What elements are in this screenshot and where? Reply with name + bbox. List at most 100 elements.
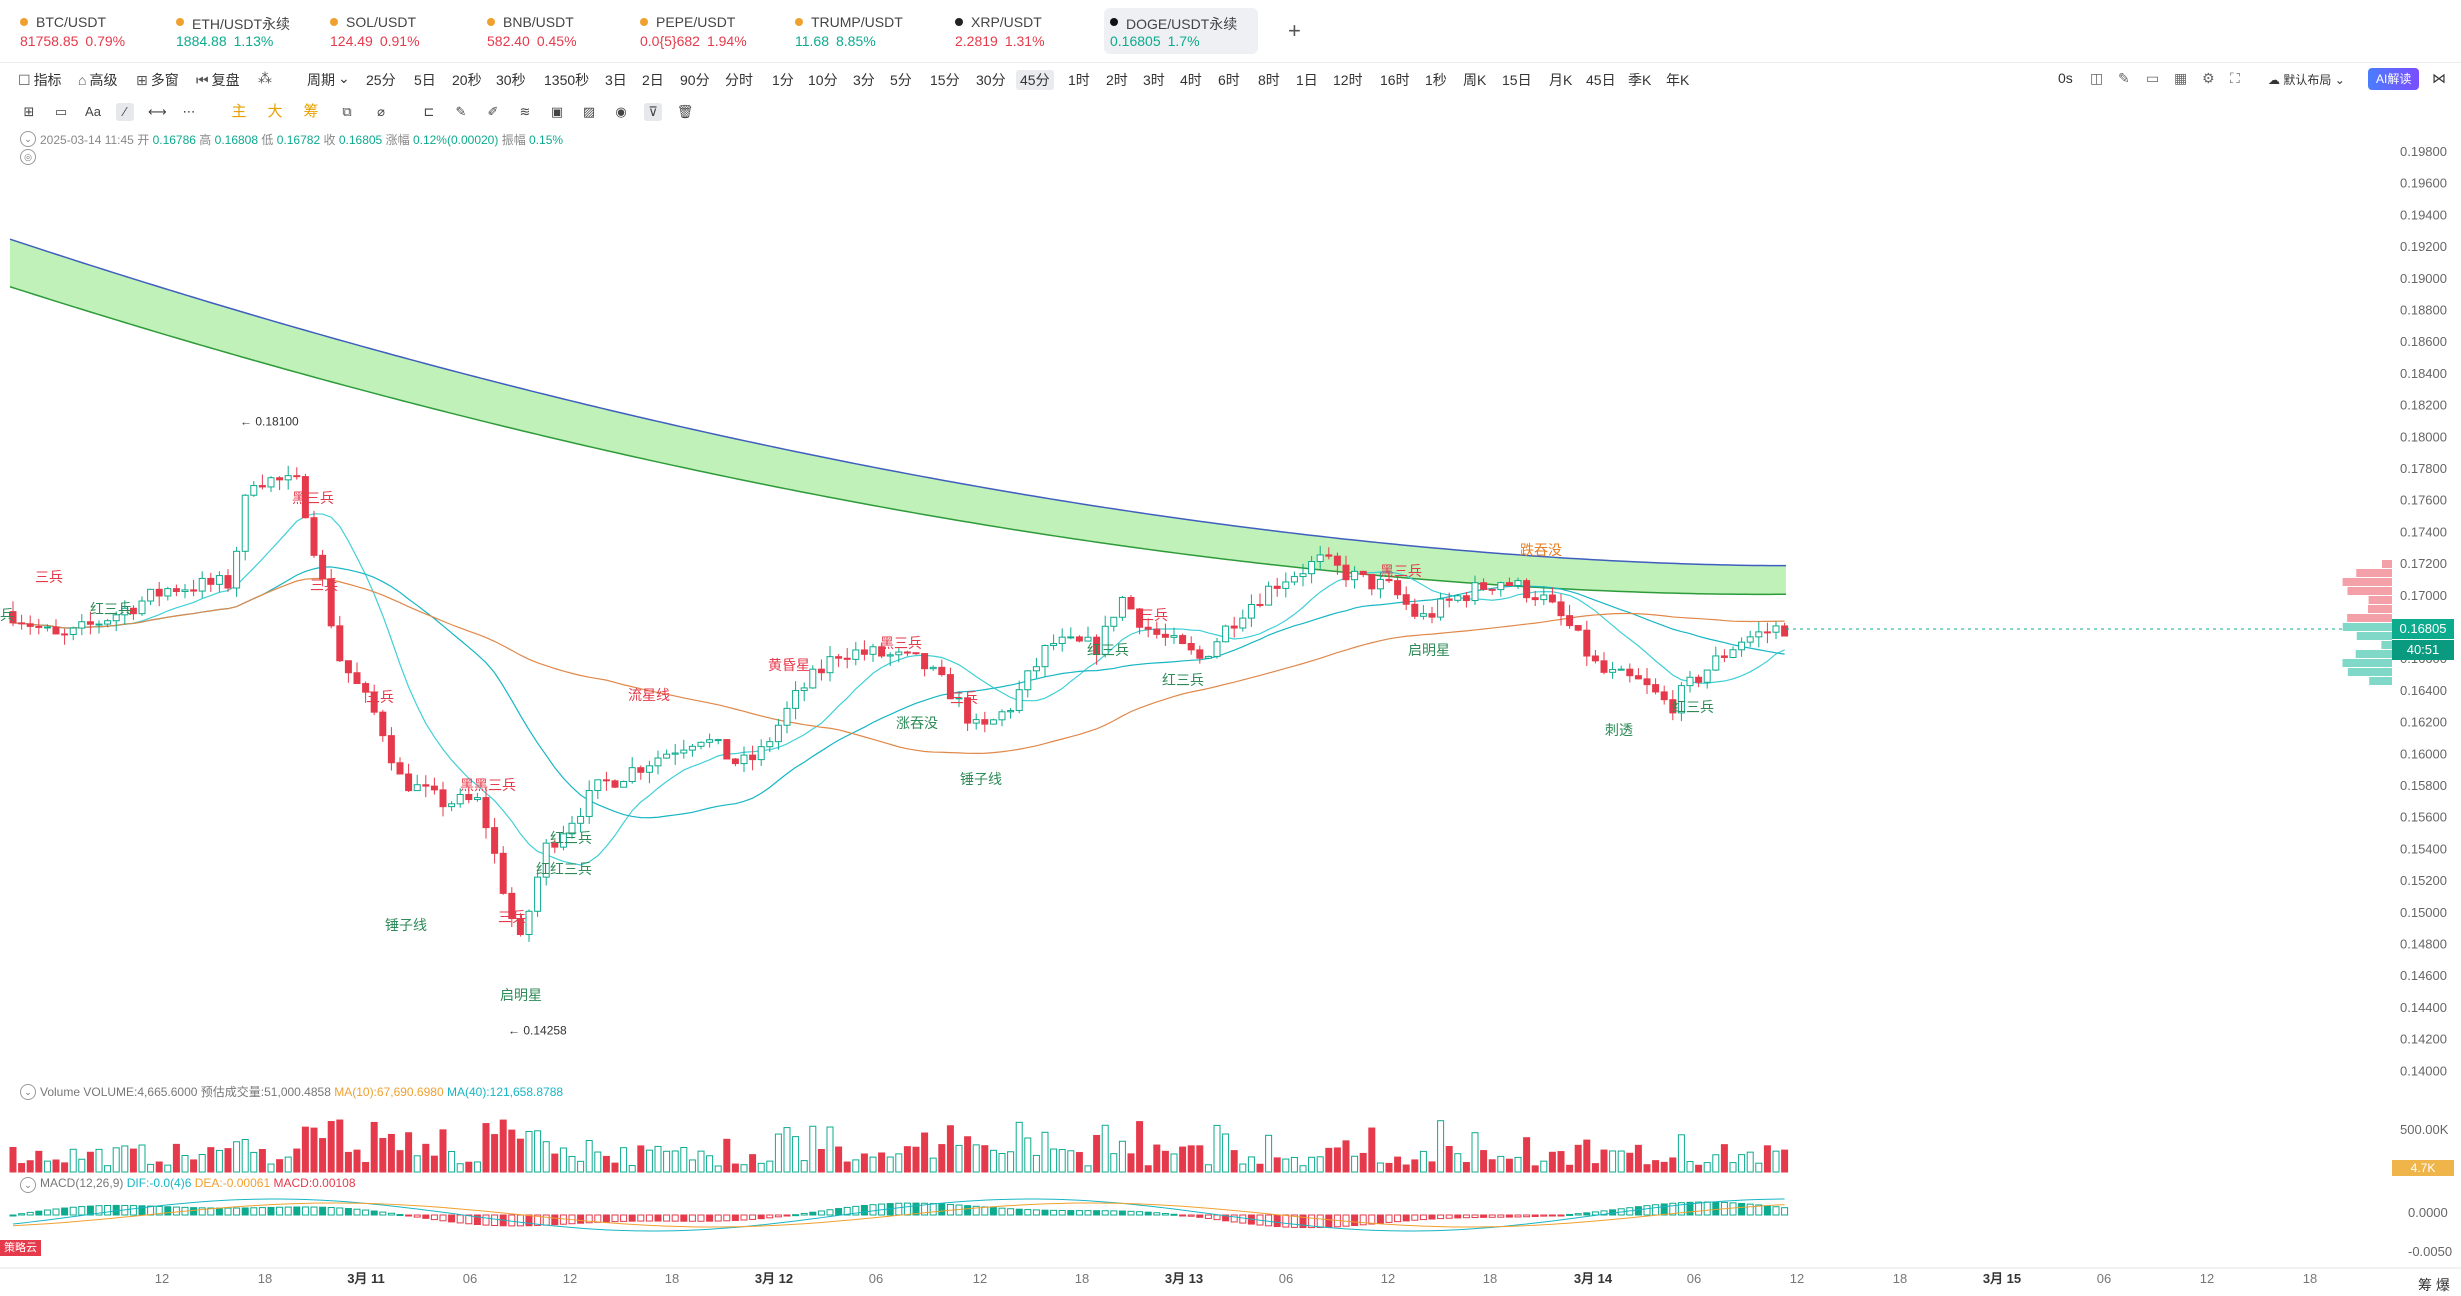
- volume-bar: [1738, 1154, 1746, 1173]
- interval-24[interactable]: 16时: [1380, 72, 1410, 88]
- lock-icon[interactable]: ▣: [550, 104, 564, 119]
- ticker-tab-1[interactable]: ETH/USDT永续 1884.88 1.13%: [170, 8, 320, 54]
- macd-axis-label: 0.0000: [2408, 1205, 2448, 1220]
- toolbar-item-5[interactable]: 周期: [304, 70, 335, 90]
- interval-dropdown-icon[interactable]: ⌄: [338, 70, 350, 86]
- countdown-setting[interactable]: 0s: [2058, 70, 2073, 86]
- toolbar-item-4[interactable]: ⁂: [258, 70, 275, 87]
- interval-8[interactable]: 分时: [725, 72, 753, 88]
- candlestick-chart[interactable]: 0.19800 0.19600 0.19400 0.19200 0.19000 0.188…: [0, 140, 2461, 1296]
- eye-icon[interactable]: ◉: [615, 104, 627, 119]
- candle-body: [749, 754, 757, 761]
- interval-25[interactable]: 1秒: [1425, 72, 1447, 88]
- text-tool-icon[interactable]: Aa: [85, 104, 101, 119]
- toolbar-item-2[interactable]: ⊞ 多窗: [136, 70, 179, 90]
- interval-30[interactable]: 季K: [1628, 72, 1652, 88]
- interval-17[interactable]: 2时: [1106, 72, 1128, 88]
- interval-26[interactable]: 周K: [1463, 72, 1487, 88]
- interval-10[interactable]: 10分: [808, 72, 838, 88]
- interval-18[interactable]: 3时: [1143, 72, 1165, 88]
- ticker-tab-7[interactable]: DOGE/USDT永续 0.16805 1.7%: [1104, 8, 1258, 54]
- interval-1[interactable]: 5日: [414, 72, 436, 88]
- camera-icon[interactable]: ◫: [2090, 70, 2104, 86]
- corner-toggles[interactable]: 筹 爆: [2418, 1277, 2450, 1293]
- interval-14[interactable]: 30分: [976, 72, 1006, 88]
- interval-11[interactable]: 3分: [853, 72, 875, 88]
- interval-7[interactable]: 90分: [680, 72, 710, 88]
- interval-22[interactable]: 1日: [1296, 72, 1318, 88]
- macd-dea-line: [12, 1202, 1785, 1228]
- magnet-icon[interactable]: ⧉: [342, 104, 352, 119]
- wave-icon[interactable]: ≋: [519, 104, 531, 119]
- interval-20[interactable]: 6时: [1218, 72, 1240, 88]
- marker-icon[interactable]: ✐: [487, 104, 499, 119]
- interval-27[interactable]: 15日: [1502, 72, 1532, 88]
- candle-body: [198, 577, 206, 592]
- interval-15[interactable]: 45分: [1016, 70, 1054, 90]
- ticker-strip: BTC/USDT 81758.85 0.79% ETH/USDT永续 1884.88 1.…: [0, 0, 2461, 63]
- interval-12[interactable]: 5分: [890, 72, 912, 88]
- eraser-icon[interactable]: ⌀: [377, 104, 385, 119]
- collapse-icon[interactable]: ⌄: [20, 131, 36, 147]
- brush-icon[interactable]: ✎: [455, 104, 467, 119]
- ticker-tab-4[interactable]: PEPE/USDT 0.0{5}682 1.94%: [634, 8, 784, 54]
- trash-icon[interactable]: 🗑: [676, 104, 694, 119]
- time-axis-label: 18: [1893, 1271, 1907, 1286]
- interval-29[interactable]: 45日: [1586, 72, 1616, 88]
- volume-bar: [43, 1160, 51, 1173]
- indicator-tab-1[interactable]: 大: [267, 103, 283, 120]
- interval-3[interactable]: 30秒: [496, 72, 526, 88]
- pen-icon[interactable]: ✎: [2118, 70, 2130, 86]
- macd-histogram-bar: [233, 1207, 241, 1216]
- interval-16[interactable]: 1时: [1068, 72, 1090, 88]
- volume-bar: [1591, 1163, 1599, 1173]
- ticker-tab-0[interactable]: BTC/USDT 81758.85 0.79%: [14, 8, 164, 54]
- interval-21[interactable]: 8时: [1258, 72, 1280, 88]
- layout-dropdown[interactable]: ☁ 默认布局 ⌄: [2268, 73, 2345, 87]
- volume-bar: [327, 1121, 335, 1173]
- filter-icon[interactable]: ⊽: [644, 103, 662, 121]
- more-icon[interactable]: ⋯: [182, 104, 196, 119]
- ticker-tab-6[interactable]: XRP/USDT 2.2819 1.31%: [949, 8, 1099, 54]
- volume-collapse-icon[interactable]: ⌄: [20, 1084, 36, 1100]
- interval-19[interactable]: 4时: [1180, 72, 1202, 88]
- crop-icon[interactable]: ⊏: [423, 104, 435, 119]
- candle-body: [1540, 594, 1548, 601]
- share-icon[interactable]: ⋈: [2432, 70, 2446, 86]
- toolbar-label: 指标: [33, 72, 62, 88]
- line-tool-icon[interactable]: ⁄: [116, 103, 134, 121]
- interval-28[interactable]: 月K: [1549, 72, 1573, 88]
- toolbar-item-0[interactable]: ☐ 指标: [18, 70, 62, 90]
- fullscreen-icon[interactable]: ⛶: [2230, 70, 2240, 86]
- rect-icon[interactable]: ▭: [54, 104, 68, 119]
- interval-0[interactable]: 25分: [366, 72, 396, 88]
- interval-13[interactable]: 15分: [930, 72, 960, 88]
- ticker-tab-5[interactable]: TRUMP/USDT 11.68 8.85%: [789, 8, 939, 54]
- toolbar-item-1[interactable]: ⌂ 高级: [78, 70, 117, 90]
- gear-icon[interactable]: ⚙: [2202, 70, 2215, 86]
- interval-5[interactable]: 3日: [605, 72, 627, 88]
- macd-collapse-icon[interactable]: ⌄: [20, 1177, 36, 1193]
- ai-analyze-button[interactable]: AI解读: [2368, 68, 2420, 90]
- volume-bar: [1075, 1152, 1083, 1173]
- candle-body: [43, 626, 51, 629]
- grid-icon[interactable]: ▦: [2174, 70, 2188, 86]
- interval-6[interactable]: 2日: [642, 72, 664, 88]
- interval-23[interactable]: 12时: [1333, 72, 1363, 88]
- image-icon[interactable]: ▨: [582, 104, 596, 119]
- toolbar-item-3[interactable]: ⏮ 复盘: [196, 70, 240, 90]
- indicator-tab-0[interactable]: 主: [231, 103, 247, 120]
- indicator-tab-2[interactable]: 筹: [303, 103, 319, 120]
- interval-4[interactable]: 1350秒: [544, 72, 590, 88]
- crosshair-icon[interactable]: ⊞: [23, 104, 35, 119]
- interval-2[interactable]: 20秒: [452, 72, 482, 88]
- ticker-tab-2[interactable]: SOL/USDT 124.49 0.91%: [324, 8, 474, 54]
- interval-31[interactable]: 年K: [1666, 72, 1690, 88]
- settings-icon[interactable]: ◎: [20, 149, 36, 165]
- ticker-tab-3[interactable]: BNB/USDT 582.40 0.45%: [481, 8, 631, 54]
- interval-9[interactable]: 1分: [772, 72, 794, 88]
- window-icon[interactable]: ▭: [2146, 70, 2160, 86]
- add-tab-button[interactable]: +: [1288, 18, 1301, 43]
- hline-tool-icon[interactable]: ⟷: [148, 104, 167, 119]
- strategy-tag[interactable]: 策略云: [0, 1240, 41, 1256]
